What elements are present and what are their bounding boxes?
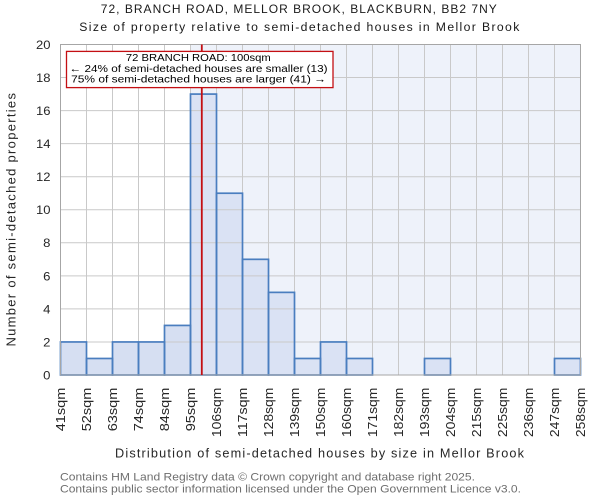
svg-text:215sqm: 215sqm [470, 388, 484, 438]
svg-text:6: 6 [43, 269, 51, 283]
svg-text:247sqm: 247sqm [548, 388, 562, 438]
svg-text:72, BRANCH ROAD, MELLOR BROOK,: 72, BRANCH ROAD, MELLOR BROOK, BLACKBURN… [101, 2, 497, 16]
svg-text:128sqm: 128sqm [262, 388, 276, 438]
svg-text:182sqm: 182sqm [392, 388, 406, 438]
svg-text:Contains HM Land Registry data: Contains HM Land Registry data © Crown c… [60, 471, 475, 483]
svg-text:16: 16 [36, 104, 51, 118]
svg-text:84sqm: 84sqm [158, 388, 172, 432]
svg-text:160sqm: 160sqm [340, 388, 354, 438]
svg-text:95sqm: 95sqm [184, 388, 198, 432]
svg-text:20: 20 [36, 38, 51, 52]
svg-text:Distribution of semi-detached: Distribution of semi-detached houses by … [115, 447, 525, 461]
svg-text:225sqm: 225sqm [496, 388, 510, 438]
svg-text:8: 8 [43, 236, 51, 250]
svg-text:106sqm: 106sqm [210, 388, 224, 438]
svg-text:Size of property relative to s: Size of property relative to semi-detach… [79, 20, 520, 34]
svg-text:Contains public sector informa: Contains public sector information licen… [60, 483, 521, 495]
svg-text:Number of semi-detached proper: Number of semi-detached properties [4, 93, 19, 347]
svg-text:72 BRANCH ROAD: 100sqm: 72 BRANCH ROAD: 100sqm [126, 53, 271, 64]
svg-text:117sqm: 117sqm [236, 388, 250, 438]
svg-text:171sqm: 171sqm [366, 388, 380, 438]
svg-text:75% of semi-detached houses ar: 75% of semi-detached houses are larger (… [71, 74, 326, 85]
svg-text:12: 12 [36, 170, 51, 184]
svg-text:0: 0 [43, 368, 51, 382]
svg-text:18: 18 [36, 71, 51, 85]
svg-text:52sqm: 52sqm [80, 388, 94, 432]
svg-text:← 24% of semi-detached houses: ← 24% of semi-detached houses are smalle… [70, 64, 328, 75]
svg-text:139sqm: 139sqm [288, 388, 302, 438]
svg-text:193sqm: 193sqm [418, 388, 432, 438]
svg-text:204sqm: 204sqm [444, 388, 458, 438]
svg-text:14: 14 [36, 137, 51, 151]
svg-text:258sqm: 258sqm [574, 388, 588, 438]
svg-text:236sqm: 236sqm [522, 388, 536, 438]
svg-text:4: 4 [43, 302, 51, 316]
svg-text:2: 2 [43, 335, 51, 349]
svg-text:150sqm: 150sqm [314, 388, 328, 438]
svg-text:63sqm: 63sqm [106, 388, 120, 432]
svg-text:74sqm: 74sqm [132, 388, 146, 432]
svg-text:41sqm: 41sqm [54, 388, 68, 432]
svg-text:10: 10 [36, 203, 51, 217]
